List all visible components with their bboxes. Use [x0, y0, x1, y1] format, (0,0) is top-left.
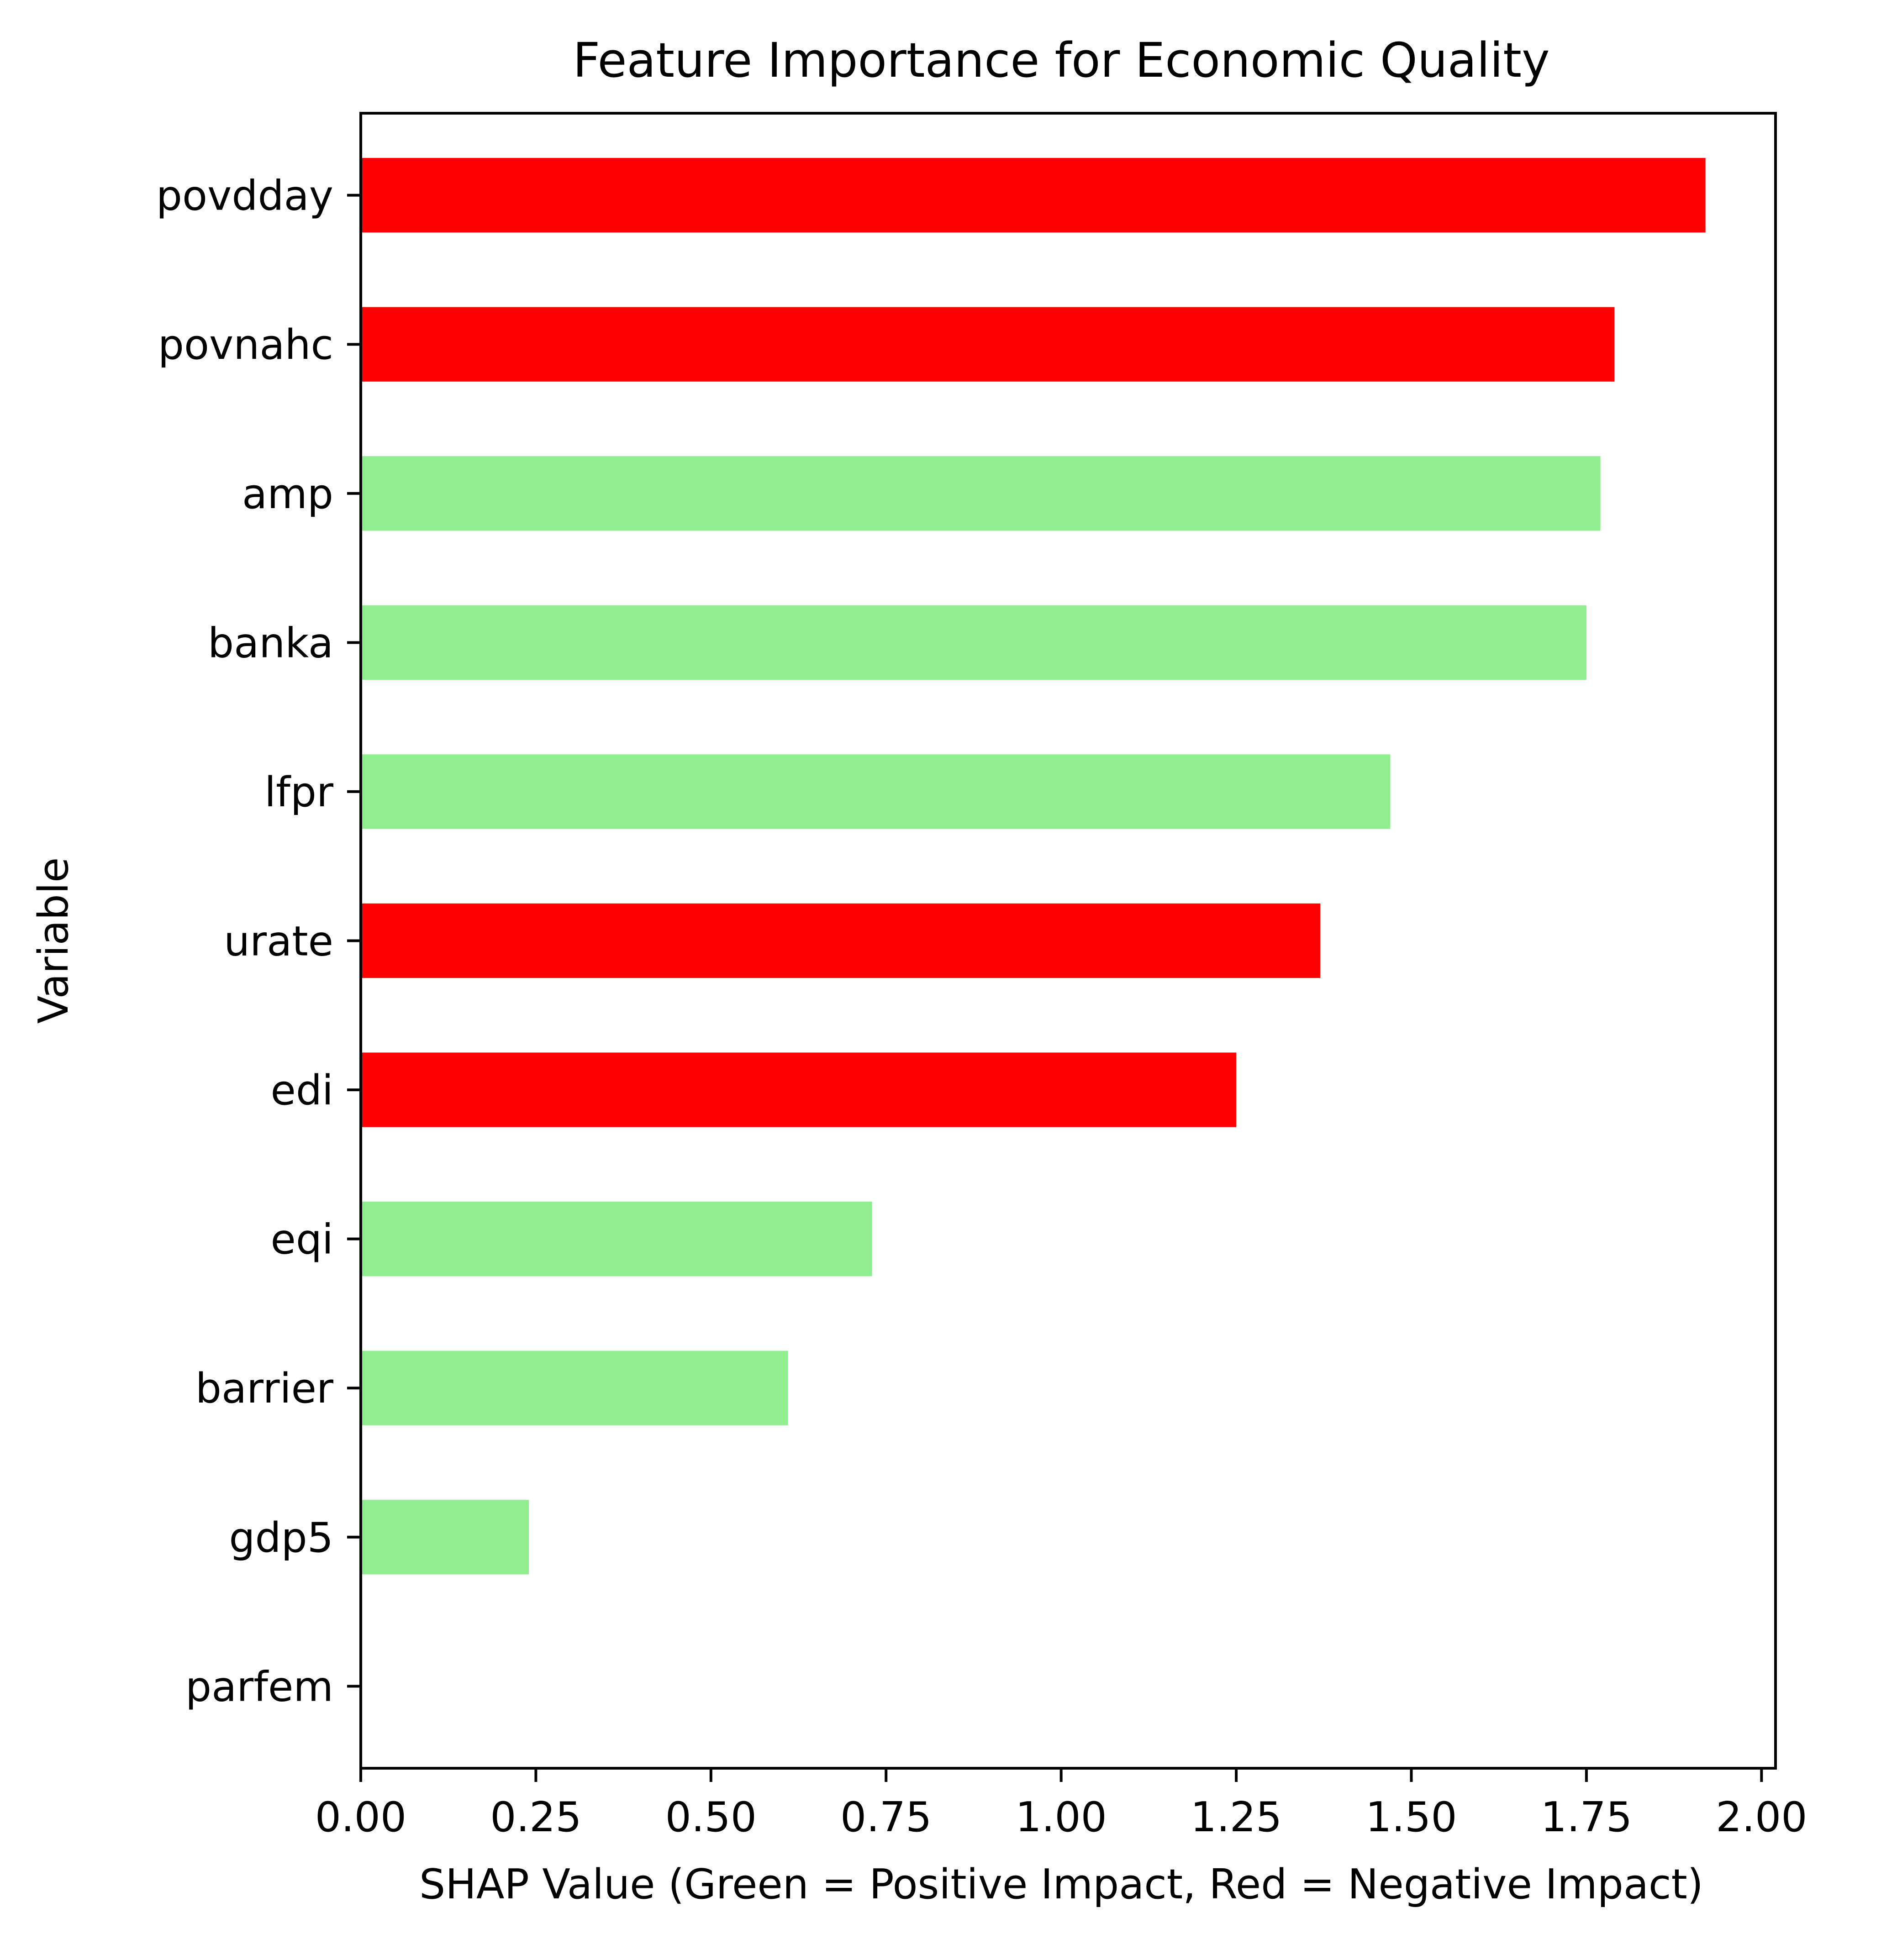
bar-amp: [361, 456, 1601, 531]
x-tick-label: 0.00: [315, 1793, 406, 1841]
bar-eqi: [361, 1202, 872, 1277]
y-axis-label: Variable: [30, 857, 78, 1024]
bar-edi: [361, 1052, 1237, 1127]
y-tick-label: parfem: [185, 1663, 333, 1711]
y-tick-label: banka: [208, 619, 333, 667]
x-tick-label: 0.25: [490, 1793, 581, 1841]
x-tick-label: 0.75: [840, 1793, 932, 1841]
bar-urate: [361, 903, 1321, 978]
bar-banka: [361, 605, 1586, 680]
x-tick-label: 0.50: [665, 1793, 757, 1841]
x-tick-label: 1.50: [1365, 1793, 1457, 1841]
x-axis-label: SHAP Value (Green = Positive Impact, Red…: [419, 1860, 1703, 1908]
bar-lfpr: [361, 754, 1391, 829]
y-tick-label: urate: [224, 918, 333, 966]
y-tick-label: gdp5: [229, 1514, 333, 1562]
bar-barrier: [361, 1350, 788, 1425]
y-tick-label: amp: [242, 470, 333, 518]
bar-povdday: [361, 158, 1706, 233]
x-tick-label: 1.00: [1015, 1793, 1107, 1841]
y-tick-label: edi: [270, 1067, 333, 1114]
y-tick-label: povnahc: [158, 321, 333, 369]
y-tick-label: eqi: [270, 1216, 333, 1264]
y-tick-label: povdday: [156, 172, 333, 220]
x-tick-label: 1.25: [1191, 1793, 1282, 1841]
bar-povnahc: [361, 307, 1615, 382]
y-tick-label: barrier: [195, 1365, 333, 1413]
y-tick-label: lfpr: [264, 768, 333, 816]
bar-gdp5: [361, 1500, 529, 1575]
x-tick-label: 1.75: [1541, 1793, 1632, 1841]
x-tick-label: 2.00: [1716, 1793, 1807, 1841]
plot-area: povdday povnahc amp banka lfpr urate edi eqi bar…: [156, 112, 1807, 1841]
plot-frame: [359, 112, 1777, 1770]
chart-title: Feature Importance for Economic Quality: [573, 32, 1549, 88]
